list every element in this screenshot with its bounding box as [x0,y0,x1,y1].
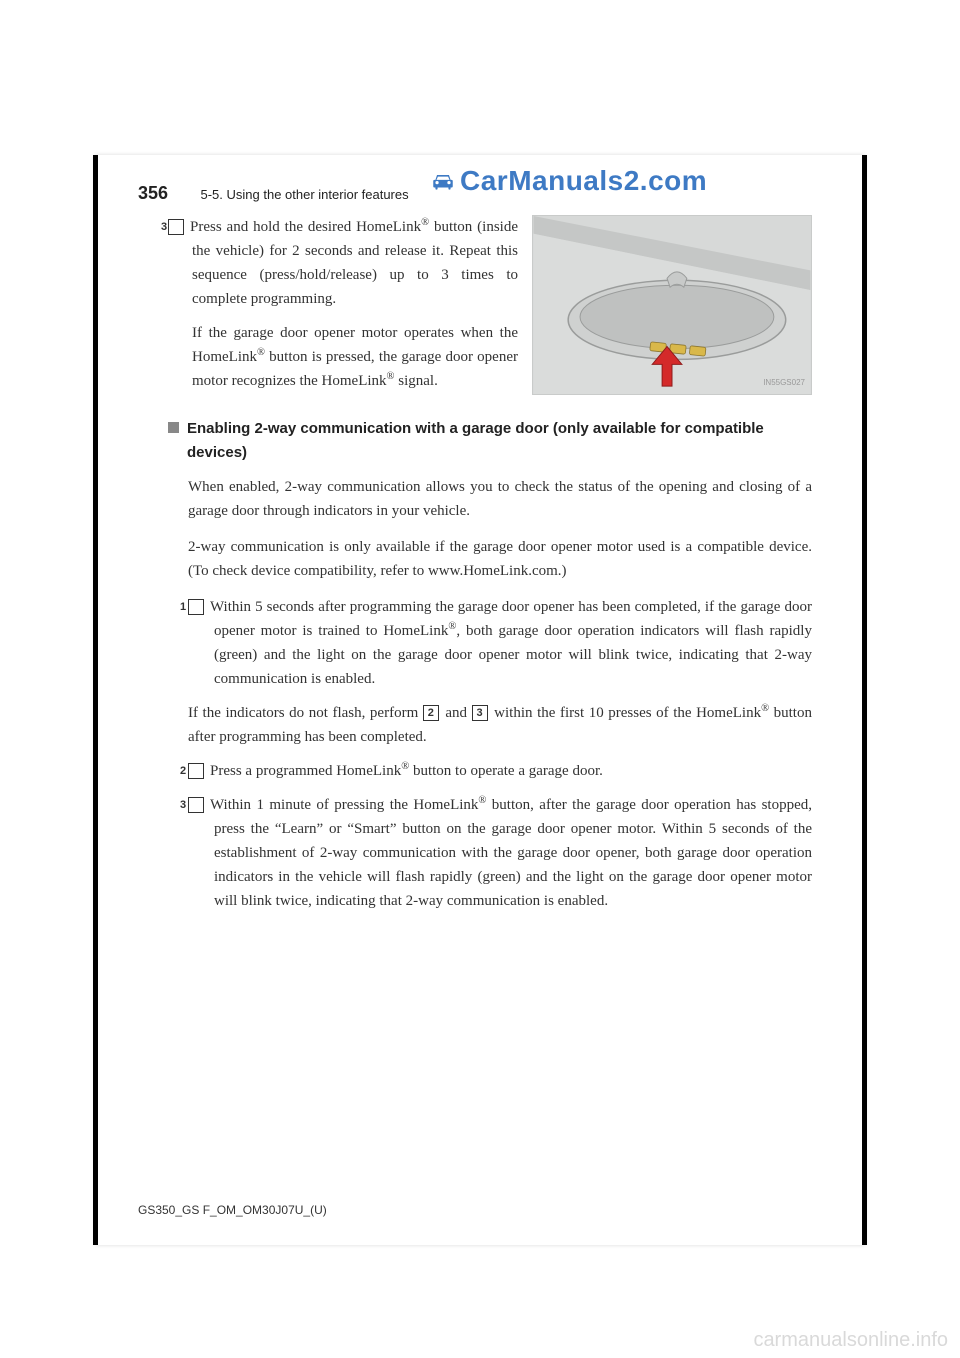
step-2: 2Press a programmed HomeLink® button to … [188,759,812,783]
steps-list-2: 2Press a programmed HomeLink® button to … [188,759,812,913]
mirror-illustration: IN55GS027 [532,215,812,395]
subheading: Enabling 2-way communication with a gara… [168,417,812,465]
step3-p1: 3Press and hold the desired HomeLink® bu… [168,215,518,311]
reg-mark: ® [387,371,395,382]
step-3b: 3Within 1 minute of pressing the HomeLin… [188,793,812,913]
section-title: 5-5. Using the other interior features [201,187,409,202]
step3-p2: If the garage door opener motor operates… [168,321,518,393]
step3-text: 3Press and hold the desired HomeLink® bu… [168,215,518,403]
body-paragraph-1: When enabled, 2-way communication allows… [188,475,812,523]
footer-code: GS350_GS F_OM_OM30J07U_(U) [138,1203,327,1217]
step-number-3b: 3 [188,797,204,813]
step-number-3: 3 [168,219,184,235]
step-number-1: 1 [188,599,204,615]
page-container: 356 5-5. Using the other interior featur… [95,155,865,1245]
inline-step-3: 3 [472,705,488,721]
step-number-2: 2 [188,763,204,779]
note-paragraph: If the indicators do not flash, perform … [188,701,812,749]
square-bullet-icon [168,422,179,433]
reg-mark: ® [257,347,265,358]
inline-step-2: 2 [423,705,439,721]
step3-row: 3Press and hold the desired HomeLink® bu… [168,215,812,403]
illustration-code: IN55GS027 [763,377,805,390]
watermark-top: CarManuals2.com [430,165,707,197]
watermark-top-text: CarManuals2.com [460,165,707,196]
mirror-svg [533,216,811,394]
step-1: 1Within 5 seconds after programming the … [188,595,812,691]
steps-list: 1Within 5 seconds after programming the … [188,595,812,691]
reg-mark: ® [421,217,429,228]
page-number: 356 [138,183,168,203]
subheading-text: Enabling 2-way communication with a gara… [187,417,812,465]
watermark-bottom: carmanualsonline.info [741,1323,960,1358]
body-paragraph-2: 2-way communication is only available if… [188,535,812,583]
car-icon [430,168,456,194]
page-content: 3Press and hold the desired HomeLink® bu… [168,215,812,923]
reg-mark: ® [401,761,409,772]
reg-mark: ® [761,703,769,714]
